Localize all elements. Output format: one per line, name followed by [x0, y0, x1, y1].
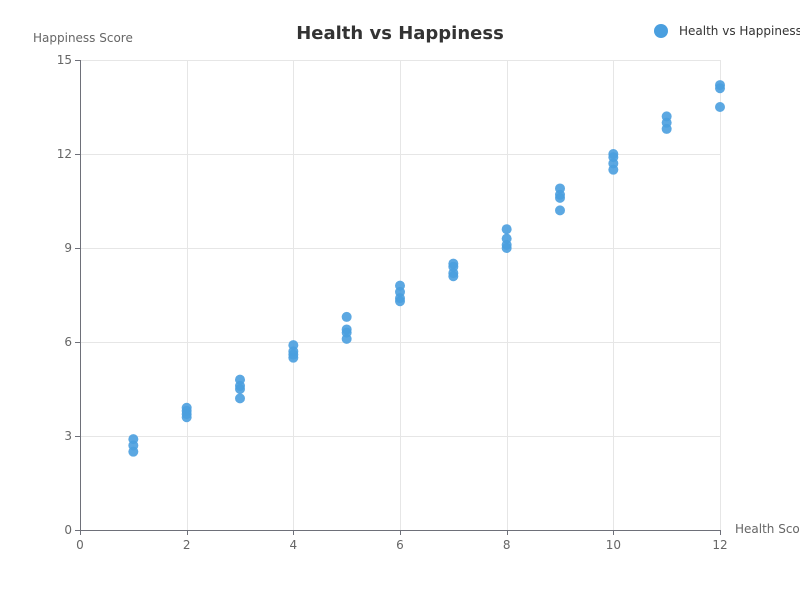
data-points: [128, 80, 725, 457]
x-axis-label: Health Score: [735, 522, 800, 536]
legend-label: Health vs Happiness: [679, 24, 800, 38]
x-tick-label: 0: [76, 538, 84, 552]
y-tick-label: 12: [57, 147, 72, 161]
y-axis-label: Happiness Score: [33, 31, 133, 45]
scatter-point[interactable]: [448, 258, 459, 269]
scatter-point[interactable]: [288, 340, 299, 351]
scatter-point[interactable]: [715, 80, 725, 91]
scatter-point[interactable]: [501, 224, 512, 235]
scatter-point[interactable]: [235, 393, 245, 404]
x-tick-label: 12: [712, 538, 727, 552]
x-tick-label: 6: [396, 538, 404, 552]
scatter-point[interactable]: [661, 111, 672, 122]
x-tick-label: 10: [606, 538, 621, 552]
y-tick-label: 0: [64, 523, 72, 537]
y-tick-label: 9: [64, 241, 72, 255]
y-tick-label: 6: [64, 335, 72, 349]
scatter-point[interactable]: [341, 311, 352, 322]
scatter-point[interactable]: [181, 402, 192, 413]
scatter-point[interactable]: [235, 374, 245, 385]
scatter-point[interactable]: [715, 102, 725, 112]
x-tick-label: 4: [290, 538, 298, 552]
scatter-point[interactable]: [341, 324, 352, 335]
y-tick-label: 15: [57, 53, 72, 67]
legend-marker-icon: [654, 24, 668, 38]
scatter-point[interactable]: [555, 183, 565, 194]
scatter-point[interactable]: [501, 233, 512, 244]
tick-labels: 0 2 4 6 8 10 12 0 3 6 9 12 15: [57, 53, 728, 552]
x-tick-label: 8: [503, 538, 511, 552]
scatter-point[interactable]: [128, 434, 139, 445]
x-tick-label: 2: [183, 538, 191, 552]
y-tick-label: 3: [64, 429, 72, 443]
legend[interactable]: Health vs Happiness: [654, 24, 800, 38]
scatter-point[interactable]: [395, 280, 405, 291]
scatter-point[interactable]: [555, 205, 565, 216]
chart-title: Health vs Happiness: [296, 23, 504, 44]
axes: [75, 60, 721, 535]
scatter-point[interactable]: [608, 149, 619, 159]
